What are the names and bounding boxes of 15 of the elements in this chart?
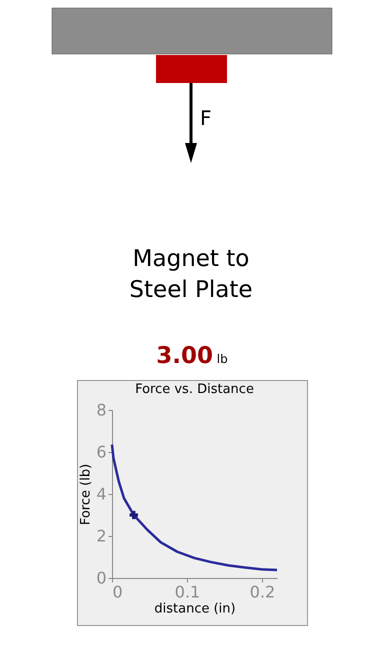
y-tick-label: 0: [96, 568, 106, 588]
line-series: [110, 443, 278, 572]
text: 3.00 lb: [156, 343, 228, 369]
x-axis-title: distance (in): [154, 602, 236, 616]
y-tick-label: 2: [96, 526, 106, 546]
y-tick-label: 8: [96, 400, 106, 420]
chart-title: Force vs. Distance: [135, 382, 254, 397]
x-tick-label: 0.2: [250, 582, 276, 602]
y-tick-label: 6: [96, 442, 106, 462]
text: Magnet to Steel Plate: [128, 245, 254, 305]
x-tick-label: 0.1: [174, 582, 200, 602]
y-tick-label: 4: [96, 484, 106, 504]
y-axis-title: Force (lb): [78, 464, 94, 526]
x-tick-label: 0: [112, 582, 123, 602]
text: F: [200, 106, 212, 130]
